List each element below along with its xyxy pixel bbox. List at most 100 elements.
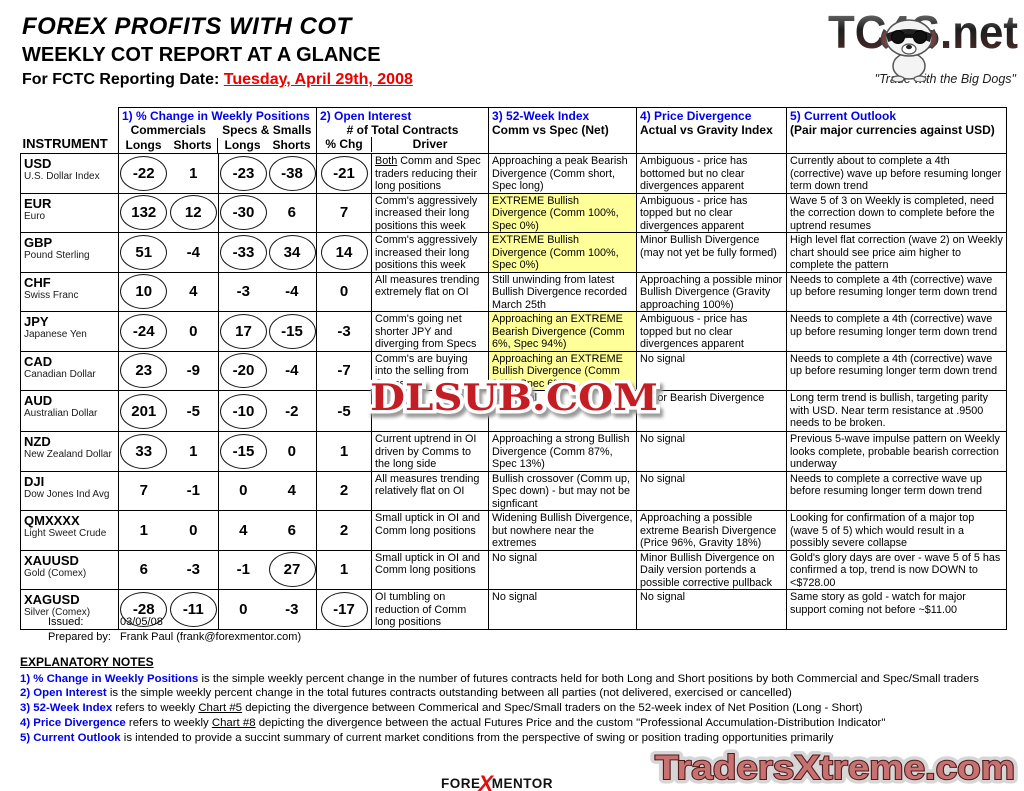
header-col1-title: 1) % Change in Weekly Positions [122, 109, 310, 123]
report-table-body: USD U.S. Dollar Index -22 1 -23 -38 -21 Both Co… [20, 153, 1008, 630]
table-row: EUR Euro 132 12 -30 6 7 Comm's aggressively inc… [20, 192, 1008, 233]
forexmentor-post: MENTOR [491, 776, 553, 791]
tradersxtreme-outline: TradersXtreme.com [655, 749, 1015, 787]
circled-value: 14 [320, 234, 368, 270]
value: -9 [186, 362, 200, 380]
instrument-code: AUD [24, 393, 53, 408]
note-line: 3) 52-Week Index refers to weekly Chart … [20, 702, 863, 715]
price-divergence-cell: No signal [636, 470, 788, 511]
value-cell: 4 [218, 510, 268, 551]
cot-table: INSTRUMENT 1) % Change in Weekly Positio… [20, 107, 1008, 630]
page-title: FOREX PROFITS WITH COT [22, 13, 352, 40]
value-cell: -1 [218, 549, 268, 590]
header-col1-subgroups: Commercials Specs & Smalls [119, 123, 316, 138]
outlook-cell: Looking for confirmation of a major top … [786, 510, 1008, 551]
instrument-name: Swiss Franc [24, 289, 79, 301]
note-label: 5) Current Outlook [20, 731, 121, 744]
header-52-week-index: 3) 52-Week Index Comm vs Spec (Net) [488, 107, 638, 154]
value-cell: 0 [218, 589, 268, 630]
circled-value: 23 [120, 353, 168, 389]
circled-value: -24 [120, 313, 168, 349]
week52-index-cell: Approaching a strong Bullish Divergence … [488, 431, 638, 472]
circled-value: 27 [268, 552, 316, 588]
circled-value: 12 [169, 195, 217, 231]
value-cell: -1 [168, 470, 219, 511]
instrument-name: Canadian Dollar [24, 368, 96, 380]
header-col4-sub: Actual vs Gravity Index [640, 123, 773, 137]
value-cell: -17 [316, 589, 373, 630]
note-line: 1) % Change in Weekly Positions is the s… [20, 672, 979, 685]
note-line: 5) Current Outlook is intended to provid… [20, 731, 834, 744]
header-longs-1: Longs [125, 138, 162, 152]
circled-value: 132 [120, 195, 168, 231]
page-subtitle: WEEKLY COT REPORT AT A GLANCE [22, 44, 381, 66]
value-cell: 0 [316, 271, 373, 312]
report-date-label: For FCTC Reporting Date: [22, 71, 224, 88]
instrument-cell: GBP Pound Sterling [20, 232, 119, 273]
value: -3 [337, 322, 351, 340]
value-cell: 1 [168, 153, 219, 194]
value-cell: -5 [316, 390, 373, 432]
table-row: JPY Japanese Yen -24 0 17 -15 -3 Comm's going n… [20, 311, 1008, 352]
header-shorts-2: Shorts [272, 138, 311, 152]
value: 4 [189, 283, 198, 301]
header-col5-sub: (Pair major currencies against USD) [790, 123, 995, 137]
circled-value: -15 [268, 313, 316, 349]
tradersxtreme-text: TradersXtreme.com [655, 749, 1015, 787]
price-divergence-cell: Ambiguous - price has topped but no clea… [636, 192, 788, 233]
watermark-svg: DLSUB.COM [367, 374, 662, 423]
outlook-cell: High level flat correction (wave 2) on W… [786, 232, 1008, 273]
value: 0 [287, 442, 296, 460]
watermark-text: DLSUB.COM [370, 377, 658, 419]
title-block: FOREX PROFITS WITH COT WEEKLY COT REPORT… [22, 14, 413, 90]
tc4s-logo: TC4S.net "Trade with the Big Dogs" [826, 4, 1022, 94]
outlook-cell: Needs to complete a 4th (corrective) wav… [786, 271, 1008, 312]
value-cell: 12 [168, 192, 219, 233]
instrument-code: GBP [24, 235, 53, 250]
value-cell: 4 [267, 470, 318, 511]
report-date: Tuesday, April 29th, 2008 [223, 71, 413, 88]
issued-label: Issued: [48, 616, 84, 628]
issued-value: 03/05/08 [120, 616, 163, 628]
week52-index-cell: No signal [488, 390, 638, 432]
header-col2-title: 2) Open Interest [320, 109, 412, 123]
value: 2 [339, 482, 349, 500]
report-meta: Issued: 03/05/08 Prepared by: Frank Paul (… [48, 615, 301, 644]
value-cell: 7 [118, 470, 169, 511]
instrument-cell: CHF Swiss Franc [20, 271, 119, 312]
driver-cell: Small uptick in OI and Comm long positio… [371, 510, 490, 551]
value-cell: 7 [316, 192, 373, 233]
value: -3 [236, 283, 250, 301]
circled-value: 51 [120, 234, 168, 270]
value-cell: -15 [218, 431, 268, 472]
instrument-name: U.S. Dollar Index [24, 171, 100, 182]
header-pct-chg: % Chg [325, 137, 363, 151]
value: -5 [186, 402, 200, 420]
value-cell: 2 [316, 510, 373, 551]
value-cell: 2 [316, 470, 373, 511]
notes-heading: EXPLANATORY NOTES [20, 655, 154, 669]
value-cell: -24 [118, 311, 169, 352]
week52-index-cell: Approaching an EXTREME Bearish Divergenc… [488, 311, 638, 352]
value-cell: 1 [118, 510, 169, 551]
price-divergence-cell: No signal [636, 431, 788, 472]
outlook-cell: Gold's glory days are over - wave 5 of 5… [786, 549, 1008, 590]
instrument-name: Australian Dollar [24, 408, 98, 419]
value: 6 [287, 521, 296, 539]
header-col4-title: 4) Price Divergence [640, 109, 752, 123]
value-cell: -23 [218, 153, 268, 194]
value: 7 [139, 482, 148, 500]
value: 1 [339, 442, 349, 460]
header-instrument: INSTRUMENT [22, 136, 108, 151]
note-label: 1) % Change in Weekly Positions [20, 672, 199, 685]
driver-cell: OI tumbling on reduction of Comm long po… [371, 589, 490, 630]
value: 0 [189, 521, 198, 539]
value-cell: -3 [267, 589, 318, 630]
value-cell: 1 [316, 431, 373, 472]
instrument-cell: USD U.S. Dollar Index [20, 153, 119, 194]
forexmentor-logo: FOREXMENTOR [441, 768, 553, 791]
note-label: 3) 52-Week Index [20, 702, 113, 715]
value-cell: 0 [218, 470, 268, 511]
instrument-code: EUR [24, 195, 52, 211]
